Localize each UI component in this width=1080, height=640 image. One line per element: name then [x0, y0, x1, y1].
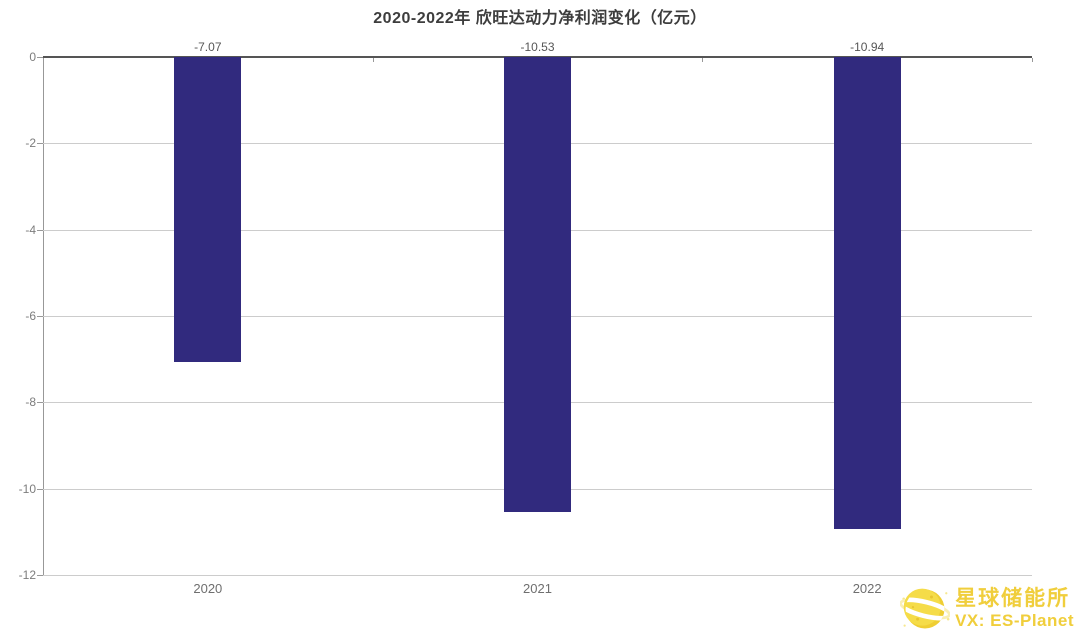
- y-axis-tick-label: -10: [18, 481, 36, 496]
- x-axis-category-label: 2020: [193, 581, 223, 596]
- y-axis-tick: [37, 402, 43, 404]
- x-axis-tick: [1032, 58, 1033, 62]
- y-axis-tick: [37, 488, 43, 490]
- x-axis-tick: [702, 58, 703, 62]
- chart-title: 2020-2022年 欣旺达动力净利润变化（亿元）: [373, 10, 707, 27]
- y-axis-tick-label: 0: [29, 50, 36, 64]
- bar-value-label: -10.94: [850, 40, 885, 54]
- y-axis-tick-label: -12: [18, 568, 36, 582]
- bar-2020[interactable]: [174, 57, 241, 362]
- y-axis-tick: [37, 143, 43, 145]
- x-axis-tick: [373, 58, 374, 62]
- watermark-logo: 星球储能所 VX: ES-Planet: [900, 582, 1074, 636]
- planet-with-ring-icon: [900, 588, 951, 629]
- y-axis-tick-label: -8: [25, 395, 36, 410]
- y-axis-tick: [37, 57, 43, 58]
- bar-value-label: -10.53: [520, 40, 555, 54]
- y-axis-tick-label: -2: [25, 136, 36, 151]
- y-axis-tick-label: -6: [25, 309, 36, 323]
- y-axis-tick-label: -4: [25, 222, 36, 237]
- gridline: [43, 575, 1032, 576]
- x-axis-tick: [43, 58, 44, 62]
- y-axis-tick: [37, 229, 43, 231]
- x-axis-category-label: 2022: [852, 581, 882, 596]
- bar-value-label: -7.07: [194, 40, 222, 54]
- brand-name: 星球储能所: [955, 587, 1071, 611]
- bar-2021[interactable]: [504, 57, 571, 512]
- y-axis-tick: [37, 575, 43, 576]
- x-axis-category-label: 2021: [523, 581, 552, 596]
- y-axis-tick: [37, 316, 43, 317]
- bar-2022[interactable]: [834, 57, 901, 529]
- brand-wechat-id: VX: ES-Planet: [955, 611, 1074, 631]
